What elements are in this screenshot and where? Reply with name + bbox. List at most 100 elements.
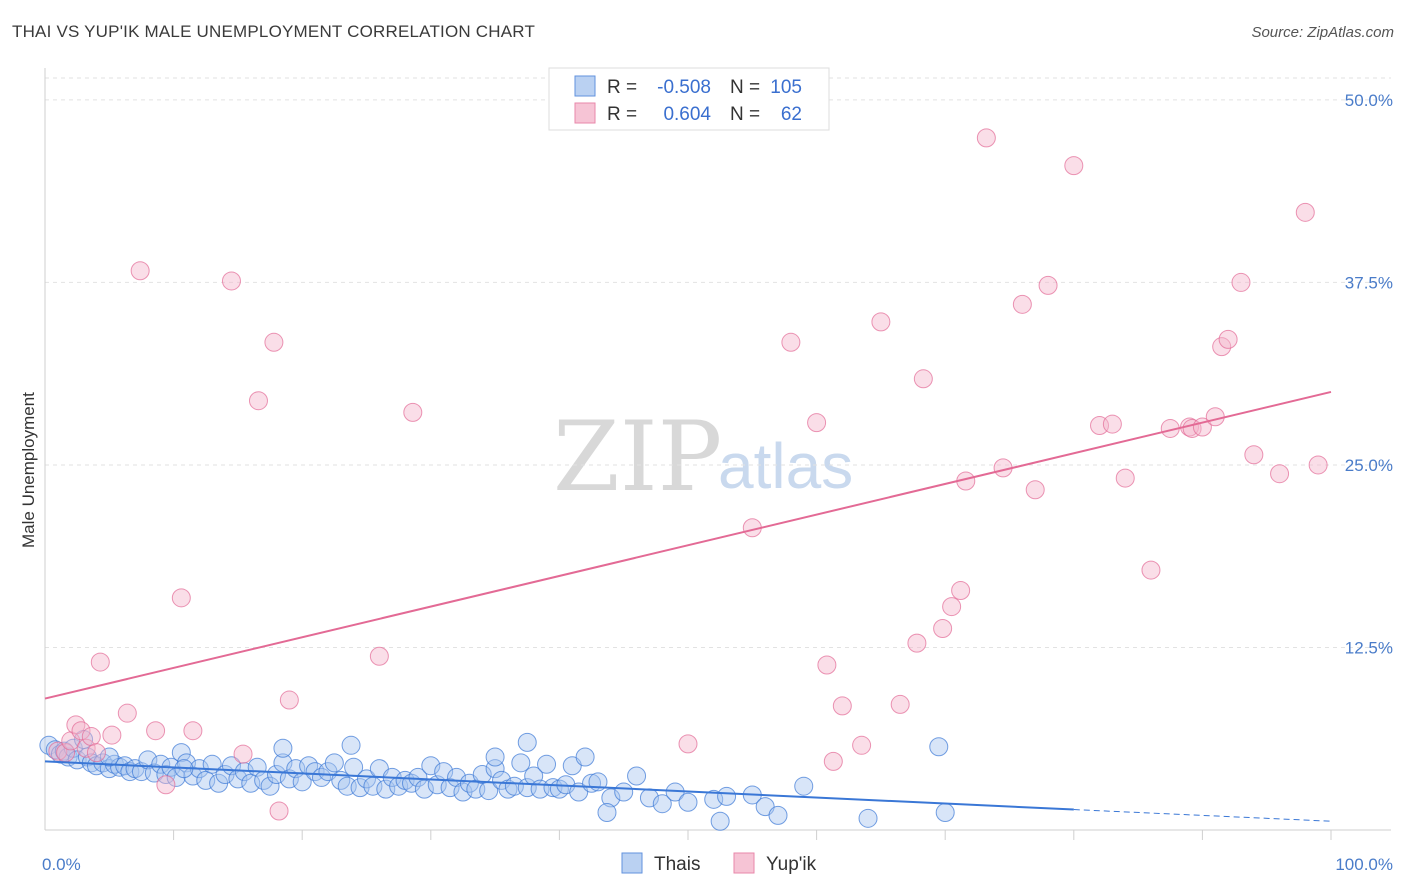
thais-point-78 <box>511 753 531 773</box>
yupik-point-47 <box>1102 414 1122 434</box>
thais-point-36 <box>241 773 261 793</box>
thais-point-104 <box>858 808 878 828</box>
thais-point-113 <box>99 747 119 767</box>
bottom-legend-swatch-thais <box>621 852 643 874</box>
yupik-point-22 <box>369 646 389 666</box>
thais-point-103 <box>794 776 814 796</box>
yupik-point-35 <box>913 369 933 389</box>
thais-point-82 <box>537 754 557 774</box>
yupik-point-0 <box>48 741 68 761</box>
yupik-point-56 <box>1218 329 1238 349</box>
yupik-point-60 <box>1295 202 1315 222</box>
thais-point-16 <box>120 762 140 782</box>
yupik-point-4 <box>71 721 91 741</box>
yupik-point-11 <box>130 261 150 281</box>
yupik-point-49 <box>1141 560 1161 580</box>
thais-point-25 <box>171 743 191 763</box>
yupik-point-6 <box>81 727 101 747</box>
thais-points <box>39 729 955 831</box>
thais-point-67 <box>440 778 460 798</box>
yupik-point-59 <box>1270 464 1290 484</box>
yupik-point-17 <box>233 744 253 764</box>
watermark-atlas: atlas <box>718 430 853 502</box>
thais-point-110 <box>485 747 505 767</box>
thais-point-29 <box>196 770 216 790</box>
thais-point-99 <box>717 786 737 806</box>
yupik-points <box>48 128 1328 821</box>
thais-point-92 <box>614 782 634 802</box>
thais-point-106 <box>710 811 730 831</box>
trend-lines <box>44 390 1332 822</box>
yupik-point-23 <box>403 402 423 422</box>
yupik-point-28 <box>817 655 837 675</box>
thais-point-57 <box>376 779 396 799</box>
yupik-point-20 <box>269 801 289 821</box>
yupik-point-48 <box>1115 468 1135 488</box>
legend-r-label-thais: R = <box>607 77 637 98</box>
thais-point-93 <box>627 766 647 786</box>
thais-trend-line <box>44 760 1074 811</box>
x-tick-labels: 0.0% 100.0% <box>42 855 1393 874</box>
yupik-point-42 <box>1012 294 1032 314</box>
thais-point-112 <box>273 738 293 758</box>
thais-point-111 <box>929 737 949 757</box>
legend-r-value-yupik: 0.604 <box>663 104 711 125</box>
yupik-point-3 <box>66 715 86 735</box>
thais-point-105 <box>935 802 955 822</box>
thais-point-97 <box>678 792 698 812</box>
yupik-point-24 <box>678 734 698 754</box>
y-tick-label-3: 50.0% <box>1345 91 1393 110</box>
thais-point-88 <box>575 747 595 767</box>
yupik-point-21 <box>279 690 299 710</box>
yupik-trend-line <box>44 390 1332 700</box>
yupik-point-55 <box>1212 337 1232 357</box>
yupik-point-45 <box>1064 156 1084 176</box>
grid-lines <box>45 77 1391 648</box>
y-tick-label-2: 37.5% <box>1345 273 1393 292</box>
legend-frame <box>548 67 830 131</box>
thais-point-83 <box>543 778 563 798</box>
bottom-legend-swatch-yupik <box>733 852 755 874</box>
yupik-point-33 <box>890 694 910 714</box>
thais-point-109 <box>517 732 537 752</box>
yupik-point-34 <box>907 633 927 653</box>
yupik-point-58 <box>1244 445 1264 465</box>
y-tick-label-1: 25.0% <box>1345 456 1393 475</box>
thais-point-72 <box>472 765 492 785</box>
bottom-legend: Thais Yup'ik <box>621 852 817 875</box>
yupik-point-38 <box>951 581 971 601</box>
yupik-point-54 <box>1205 407 1225 427</box>
yupik-point-44 <box>1038 275 1058 295</box>
yupik-point-7 <box>86 743 106 763</box>
yupik-point-8 <box>90 652 110 672</box>
y-tick-label-0: 12.5% <box>1345 638 1393 657</box>
legend-n-value-yupik: 62 <box>781 104 802 125</box>
thais-point-102 <box>768 805 788 825</box>
thais-point-64 <box>421 756 441 776</box>
watermark-zip: ZIP <box>553 401 722 513</box>
yupik-point-27 <box>807 413 827 433</box>
thais-point-54 <box>357 769 376 789</box>
yupik-point-37 <box>942 597 962 617</box>
thais-point-40 <box>266 765 286 785</box>
bottom-legend-label-thais: Thais <box>654 854 700 875</box>
thais-point-108 <box>341 735 361 755</box>
yupik-point-5 <box>76 738 96 758</box>
y-tick-labels: 12.5% 25.0% 37.5% 50.0% <box>1345 91 1393 658</box>
yupik-point-15 <box>183 721 203 741</box>
thais-point-91 <box>601 788 621 808</box>
legend-r-value-thais: -0.508 <box>657 77 711 98</box>
thais-point-42 <box>279 769 299 789</box>
yupik-point-18 <box>248 391 268 411</box>
yupik-point-43 <box>1025 480 1045 500</box>
y-axis-title: Male Unemployment <box>19 392 38 548</box>
yupik-point-26 <box>781 332 801 352</box>
legend-n-value-thais: 105 <box>770 77 802 98</box>
legend-swatch-thais <box>574 75 596 97</box>
legend-n-label-thais: N = <box>730 77 760 98</box>
thais-point-49 <box>324 753 344 773</box>
bottom-legend-label-yupik: Yup'ik <box>766 854 817 875</box>
yupik-point-12 <box>146 721 166 741</box>
yupik-point-9 <box>102 725 122 745</box>
